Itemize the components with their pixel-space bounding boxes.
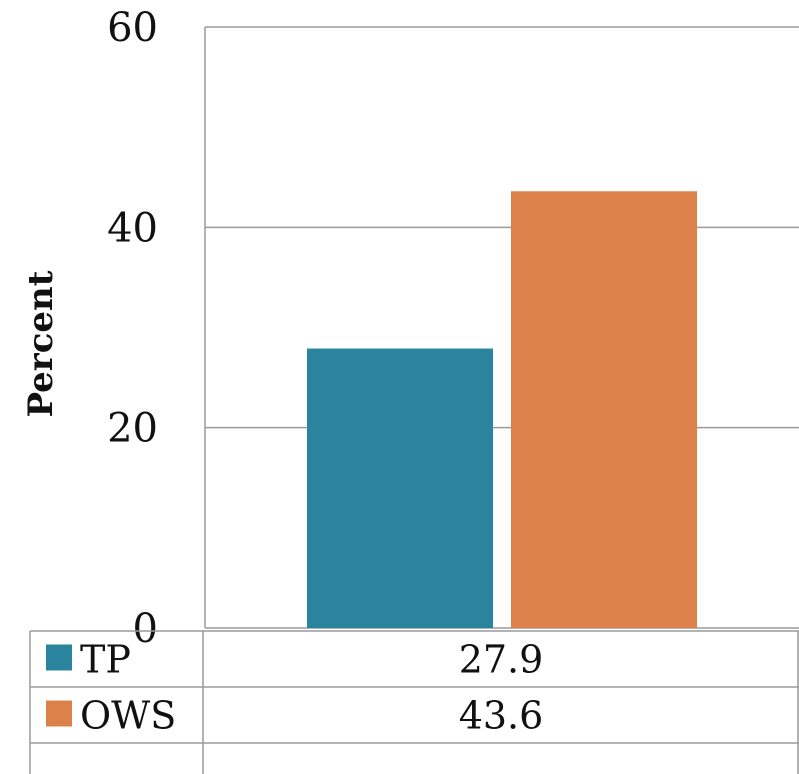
legend-swatch-ows <box>46 700 72 727</box>
bar-tp <box>307 348 493 628</box>
y-tick-label: 20 <box>107 406 158 452</box>
y-tick-label: 0 <box>133 606 158 652</box>
data-value-label: 27.9 <box>459 638 544 682</box>
y-tick-label: 40 <box>107 205 158 251</box>
y-axis-label: Percent <box>21 270 61 417</box>
y-tick-label: 60 <box>107 5 158 51</box>
y-axis-ticks: 0 20 40 60 <box>107 5 158 652</box>
bars <box>307 191 697 629</box>
legend-label: TP <box>80 638 131 682</box>
gridlines <box>204 26 799 629</box>
legend-label: OWS <box>80 694 176 738</box>
legend-swatch-tp <box>46 644 72 671</box>
bar-ows <box>511 191 697 629</box>
data-value-label: 43.6 <box>459 694 544 738</box>
data-table: TP 27.9 OWS 43.6 <box>29 630 799 774</box>
